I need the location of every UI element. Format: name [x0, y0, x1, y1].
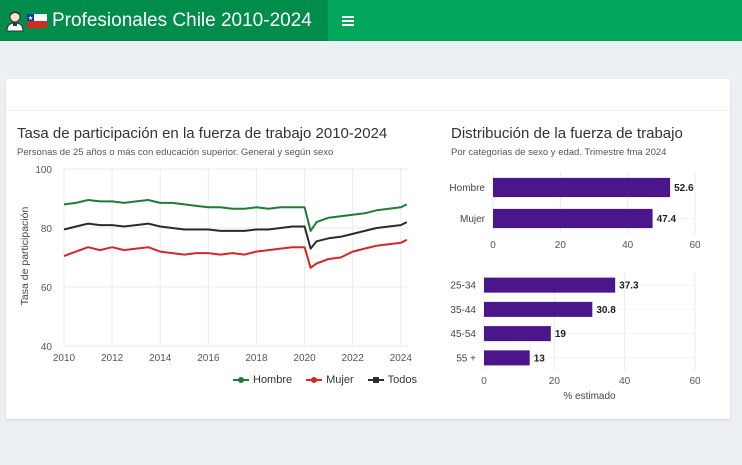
- x-tick-label: 2022: [342, 353, 365, 364]
- category-label: Mujer: [460, 214, 486, 225]
- series-line-todos: [63, 221, 408, 250]
- y-tick-label: 40: [41, 342, 53, 353]
- data-label: 30.8: [596, 305, 616, 316]
- age-bar: [484, 350, 530, 366]
- hamburger-menu-icon[interactable]: [340, 11, 360, 31]
- x-tick-label: 2020: [293, 353, 316, 364]
- professional-avatar-icon: [6, 11, 24, 31]
- app-title: Profesionales Chile 2010-2024: [52, 9, 312, 31]
- sex-bar: [493, 208, 653, 229]
- series-line-mujer: [63, 238, 408, 269]
- x-tick-label: 0: [490, 240, 496, 251]
- x-tick-label: 20: [555, 240, 567, 251]
- data-label: 13: [534, 353, 546, 364]
- x-tick-label: 40: [622, 240, 634, 251]
- right-chart-subtitle: Por categorias de sexo y edad. Trimestre…: [451, 147, 667, 158]
- age-bar: [484, 277, 616, 293]
- data-label: 47.4: [657, 214, 677, 225]
- legend-label: Todos: [387, 374, 417, 386]
- category-label: 55 +: [456, 353, 476, 364]
- x-tick-label: 2010: [53, 353, 76, 364]
- x-tick-label: 2012: [101, 353, 124, 364]
- age-bar: [484, 301, 593, 317]
- y-tick-label: 80: [41, 224, 53, 235]
- x-tick-label: 2014: [149, 353, 172, 364]
- legend-item-todos[interactable]: Todos: [367, 374, 417, 386]
- left-chart-subtitle: Personas de 25 años o más con educación …: [17, 147, 334, 158]
- series-line-hombre: [63, 199, 408, 232]
- x-tick-label: 0: [481, 376, 487, 387]
- legend-label: Mujer: [326, 374, 354, 386]
- sex-bar: [493, 177, 671, 198]
- y-tick-label: 100: [35, 165, 52, 176]
- legend-marker-icon: [367, 377, 384, 383]
- legend-item-hombre[interactable]: Hombre: [233, 374, 292, 386]
- top-navbar: Profesionales Chile 2010-2024: [0, 0, 742, 41]
- left-chart-title: Tasa de participación en la fuerza de tr…: [17, 125, 388, 142]
- data-label: 37.3: [619, 281, 639, 292]
- right-chart-title: Distribución de la fuerza de trabajo: [451, 125, 683, 142]
- category-label: 25-34: [450, 281, 476, 292]
- legend-item-mujer[interactable]: Mujer: [306, 374, 354, 386]
- line-chart-legend: Hombre Mujer Todos: [233, 374, 417, 386]
- legend-marker-icon: [233, 377, 249, 383]
- brand-area[interactable]: Profesionales Chile 2010-2024: [0, 0, 328, 41]
- x-tick-label: 2018: [245, 353, 268, 364]
- category-label: 35-44: [450, 305, 476, 316]
- x-tick-label: 2024: [390, 353, 413, 364]
- x-tick-label: 60: [689, 376, 701, 387]
- legend-marker-icon: [306, 377, 323, 383]
- x-axis-label: % estimado: [563, 391, 616, 402]
- age-bar: [484, 326, 551, 342]
- x-tick-label: 2016: [197, 353, 220, 364]
- panel-header-divider: [6, 110, 730, 111]
- chile-flag-icon: [27, 13, 47, 28]
- brand-logo: [5, 10, 47, 32]
- category-label: 45-54: [450, 329, 476, 340]
- legend-label: Hombre: [253, 374, 293, 386]
- category-label: Hombre: [449, 183, 485, 194]
- x-tick-label: 20: [549, 376, 561, 387]
- data-label: 52.6: [674, 183, 694, 194]
- y-tick-label: 60: [41, 283, 53, 294]
- y-axis-label: Tasa de participación: [19, 207, 31, 306]
- x-tick-label: 60: [689, 240, 701, 251]
- x-tick-label: 40: [619, 376, 631, 387]
- data-label: 19: [555, 329, 567, 340]
